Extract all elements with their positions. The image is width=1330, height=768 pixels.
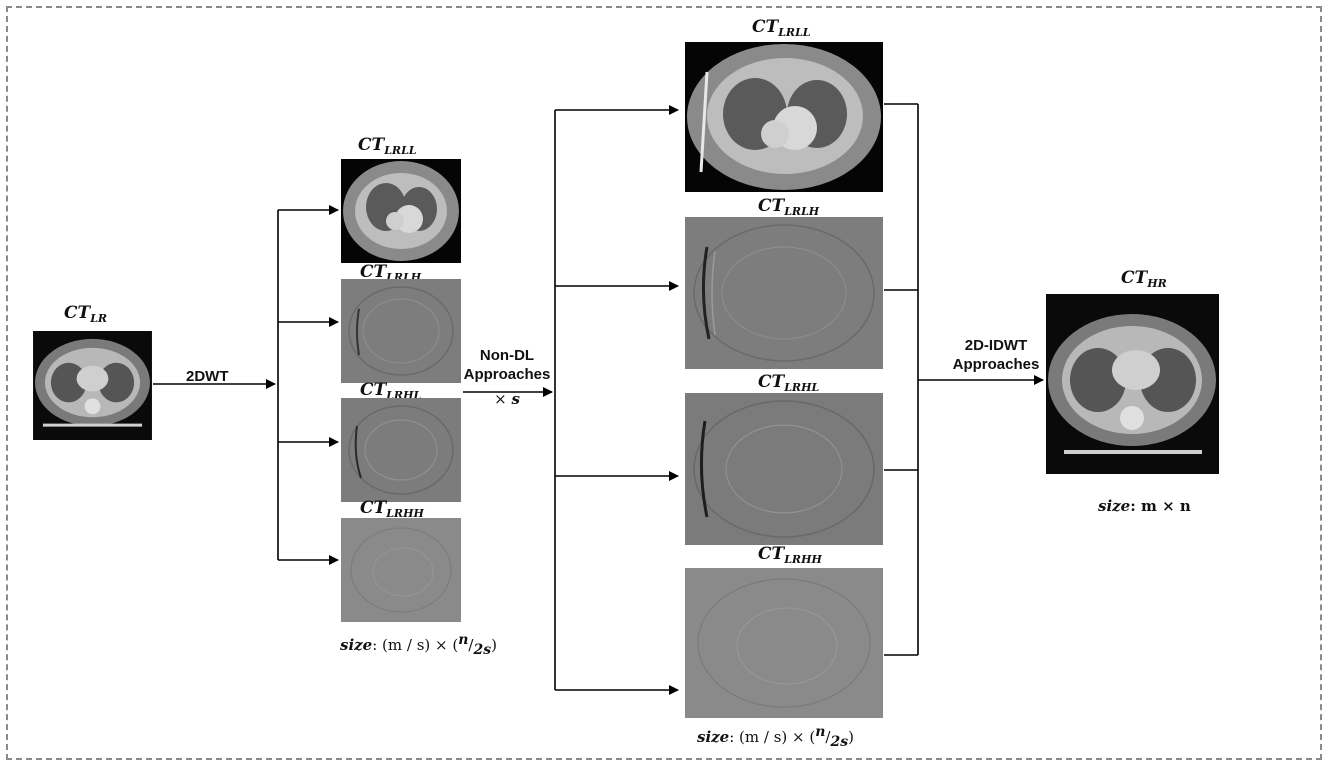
ct-scan-image <box>685 568 883 718</box>
ct-scan-image <box>685 42 883 192</box>
small-ll-label: CTLRLL <box>358 135 417 157</box>
small-hh-label: CTLRHH <box>360 498 424 520</box>
large-hl-label: CTLRHL <box>758 372 820 394</box>
ct-scan-image <box>33 331 152 440</box>
large-hl-image <box>685 393 883 545</box>
ct-scan-image <box>341 279 461 383</box>
small-hh-image <box>341 518 461 622</box>
large-hh-label: CTLRHH <box>758 544 822 566</box>
large-ll-image <box>685 42 883 192</box>
ct-lr-image <box>33 331 152 440</box>
ct-scan-image <box>685 393 883 545</box>
step2-label: Non-DL Approaches × s <box>463 347 551 408</box>
ct-scan-image <box>341 518 461 622</box>
small-hl-image <box>341 398 461 502</box>
step1-label: 2DWT <box>186 368 229 385</box>
step3-label: 2D-IDWT Approaches <box>952 337 1040 373</box>
input-label: CTLR <box>64 303 108 325</box>
small-ll-image <box>341 159 461 263</box>
large-ll-label: CTLRLL <box>752 17 811 39</box>
ct-scan-image <box>1046 294 1219 474</box>
ct-hr-image <box>1046 294 1219 474</box>
ct-scan-image <box>341 159 461 263</box>
size-output: size: m × n <box>1098 497 1191 515</box>
large-lh-label: CTLRLH <box>758 196 820 218</box>
ct-scan-image <box>685 217 883 369</box>
dashed-frame <box>6 6 1322 760</box>
large-lh-image <box>685 217 883 369</box>
output-label: CTHR <box>1121 268 1167 290</box>
large-hh-image <box>685 568 883 718</box>
small-lh-image <box>341 279 461 383</box>
size-small: size: (m / s) × (n/2s) <box>340 632 497 658</box>
size-large: size: (m / s) × (n/2s) <box>697 724 854 750</box>
ct-scan-image <box>341 398 461 502</box>
